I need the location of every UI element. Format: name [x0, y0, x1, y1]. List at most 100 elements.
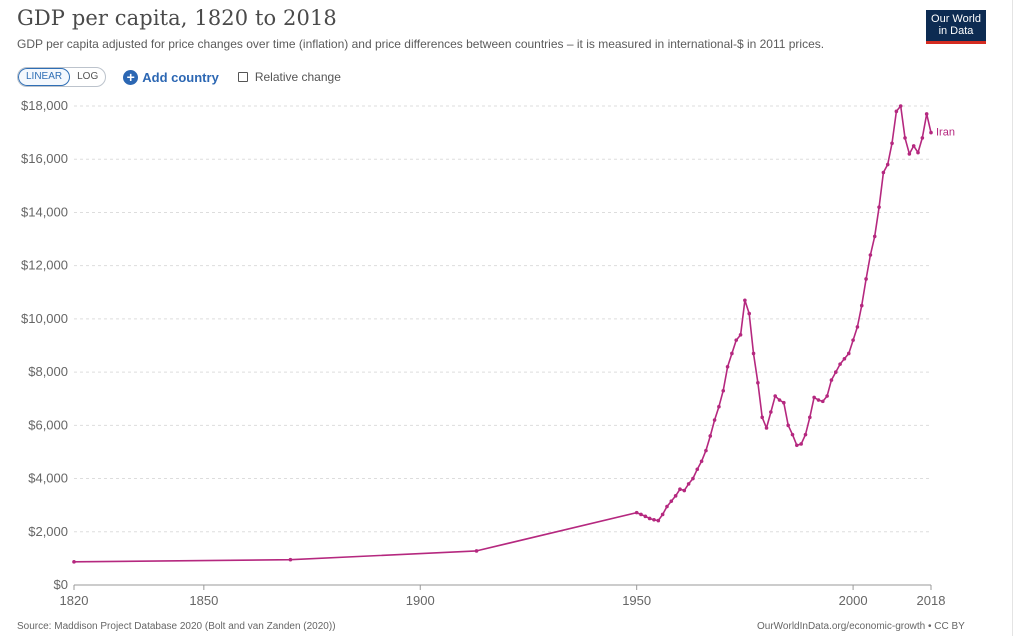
series-line-iran	[73, 105, 932, 563]
logo-line-2: in Data	[938, 25, 974, 37]
data-point	[691, 476, 695, 481]
data-point	[885, 162, 890, 167]
y-tick-label: $18,000	[21, 98, 68, 113]
data-point	[72, 560, 76, 564]
data-point	[855, 325, 860, 329]
data-point	[717, 404, 721, 409]
chart-controls: LINEAR LOG + Add country Relative change	[17, 66, 341, 88]
x-tick-label: 2018	[917, 593, 946, 608]
line-chart[interactable]: $0 $2,000 $4,000 $6,000 $8,000 $10,000 $12,000…	[0, 0, 1010, 620]
data-point	[686, 482, 691, 486]
data-point	[808, 415, 812, 420]
axes: $0 $2,000 $4,000 $6,000 $8,000 $10,000 $12,000…	[21, 98, 945, 608]
data-point	[924, 112, 929, 116]
data-point	[929, 130, 933, 135]
add-country-label: Add country	[142, 69, 219, 85]
y-tick-label: $8,000	[28, 364, 68, 379]
data-point	[656, 518, 661, 523]
relative-change-toggle[interactable]: Relative change	[237, 70, 341, 84]
data-point	[825, 394, 829, 398]
data-point	[920, 136, 925, 140]
data-point	[769, 410, 773, 414]
x-tick-label: 1820	[60, 593, 89, 608]
x-tick-label: 1950	[622, 593, 651, 608]
data-point	[872, 234, 877, 239]
data-point	[786, 423, 790, 428]
data-point	[782, 400, 786, 405]
data-point	[669, 499, 674, 503]
data-point	[708, 434, 713, 438]
data-point	[665, 504, 669, 509]
data-point	[773, 394, 777, 398]
data-point	[751, 351, 756, 356]
data-point	[877, 205, 881, 209]
data-point	[764, 426, 769, 430]
relative-change-label: Relative change	[254, 70, 341, 84]
data-point	[829, 378, 834, 382]
data-point	[725, 364, 730, 369]
data-point	[760, 415, 764, 420]
data-point	[743, 298, 747, 303]
data-point	[682, 488, 687, 493]
chart-subtitle: GDP per capita adjusted for price change…	[17, 37, 825, 51]
y-tick-label: $6,000	[28, 417, 68, 432]
data-point	[864, 277, 868, 281]
data-point	[833, 370, 838, 374]
linear-scale-button[interactable]: LINEAR	[18, 68, 71, 86]
data-point	[634, 510, 639, 515]
scale-toggle: LINEAR LOG	[17, 67, 107, 87]
series-label: Iran	[936, 127, 955, 139]
data-point	[712, 418, 717, 422]
logo-line-1: Our World	[931, 13, 981, 25]
data-point	[859, 303, 864, 308]
log-scale-button[interactable]: LOG	[77, 71, 99, 82]
y-tick-label: $4,000	[28, 471, 68, 486]
data-point	[898, 104, 903, 108]
data-point	[699, 459, 704, 464]
data-point	[777, 398, 782, 402]
data-point	[803, 432, 808, 437]
data-point	[851, 338, 855, 342]
data-point	[652, 518, 656, 522]
data-point	[639, 512, 643, 517]
x-tick-label: 1900	[406, 593, 435, 608]
data-point	[846, 351, 851, 356]
chart-title: GDP per capita, 1820 to 2018	[17, 6, 337, 30]
source-note: Source: Maddison Project Database 2020 (…	[17, 621, 336, 632]
owid-logo[interactable]: Our World in Data	[926, 10, 986, 44]
data-point	[799, 442, 803, 446]
y-tick-label: $10,000	[21, 311, 68, 326]
data-point	[474, 549, 479, 553]
data-point	[660, 512, 665, 517]
source-url-link[interactable]: OurWorldInData.org/economic-growth • CC …	[757, 621, 965, 632]
data-point	[747, 311, 752, 316]
plus-circle-icon: +	[123, 69, 139, 85]
data-point	[695, 467, 700, 472]
x-tick-label: 1850	[189, 593, 218, 608]
y-tick-label: $16,000	[21, 151, 68, 166]
data-point	[288, 557, 293, 562]
y-tick-label: $12,000	[21, 258, 68, 273]
data-point	[894, 109, 899, 114]
data-point	[842, 357, 847, 361]
scrollbar-track[interactable]	[1012, 0, 1024, 636]
relative-change-checkbox[interactable]	[237, 72, 248, 82]
add-country-button[interactable]: + Add country	[123, 69, 219, 85]
data-point	[795, 443, 799, 448]
series: Iran	[72, 104, 955, 564]
data-point	[812, 395, 816, 400]
data-point	[907, 152, 912, 156]
y-tick-label: $14,000	[21, 204, 68, 219]
data-point	[790, 432, 795, 437]
data-point	[911, 144, 916, 148]
data-point	[881, 170, 886, 175]
data-point	[704, 448, 708, 453]
data-point	[673, 494, 678, 498]
data-point	[738, 333, 743, 337]
data-point	[643, 514, 648, 519]
data-point	[890, 141, 894, 146]
data-point	[838, 362, 842, 366]
data-point	[868, 253, 873, 257]
grid-lines	[74, 105, 931, 533]
data-point	[734, 338, 739, 342]
